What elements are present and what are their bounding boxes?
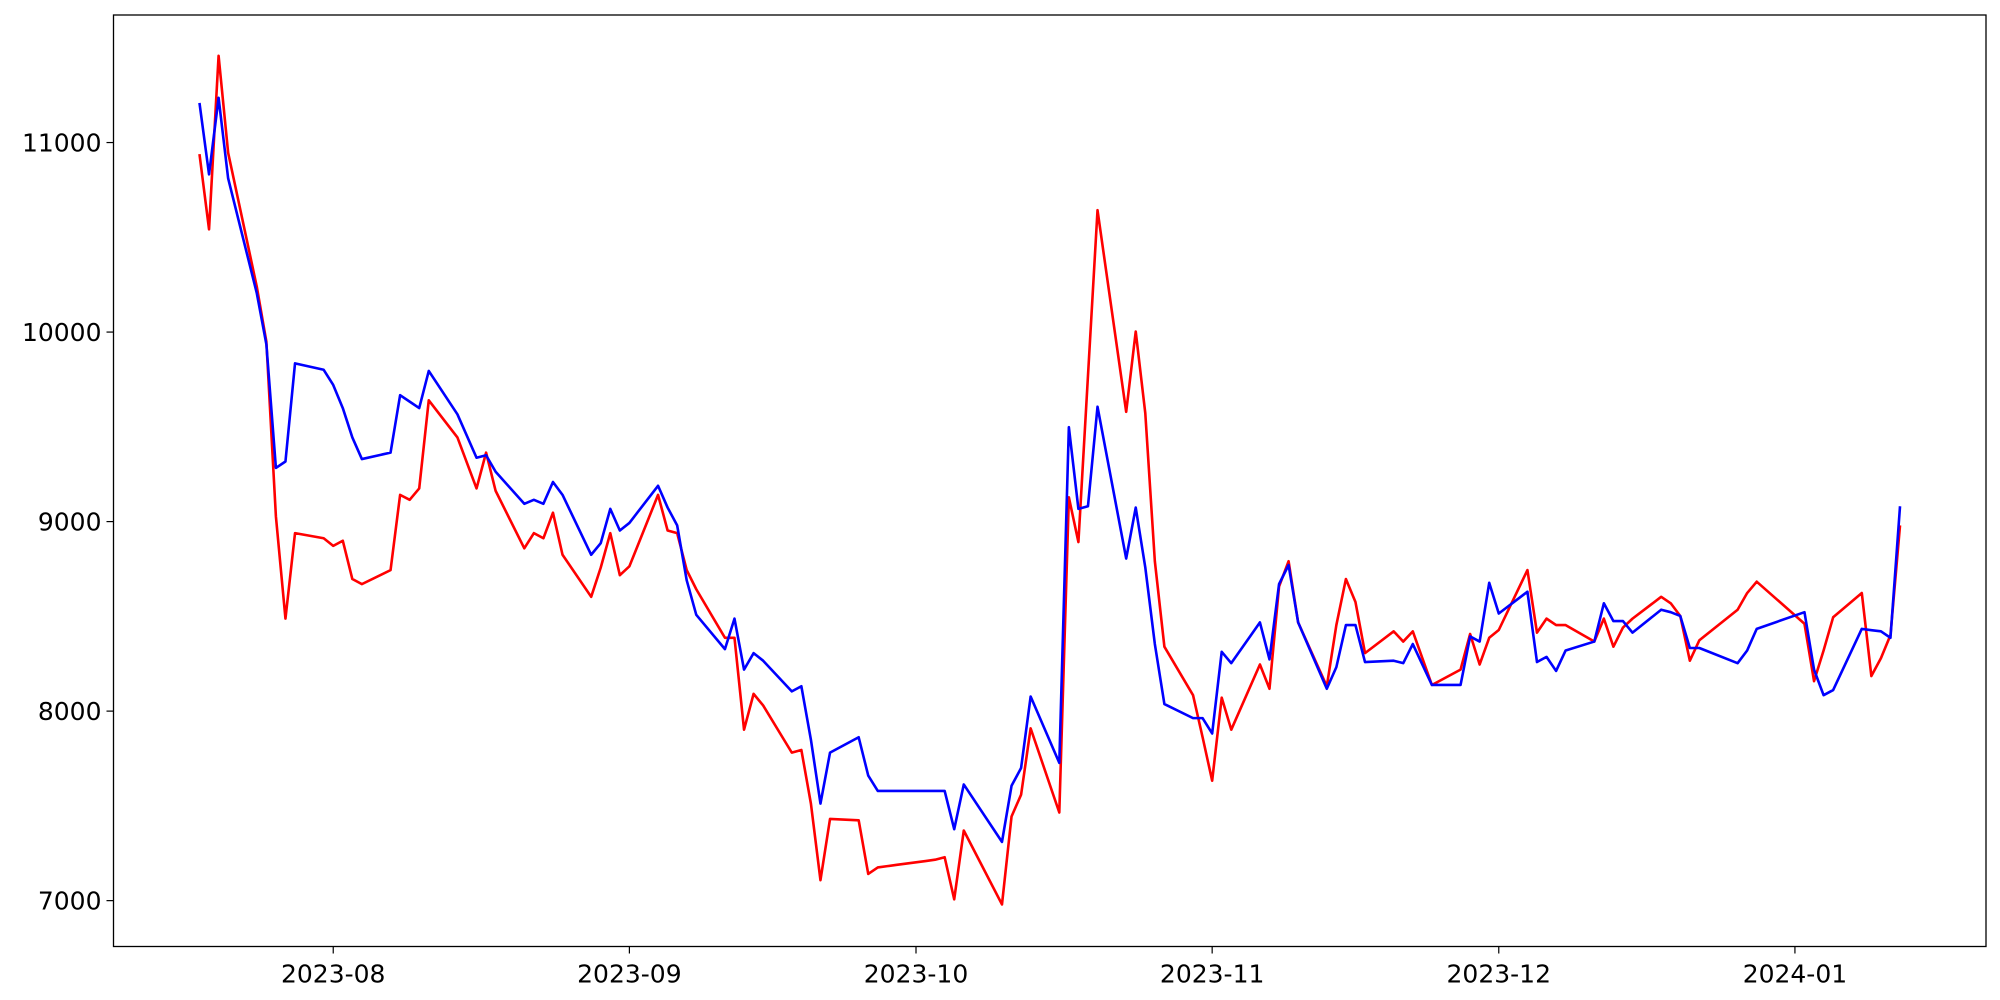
x-tick-label: 2024-01 xyxy=(1743,960,1847,989)
x-tick-label: 2023-10 xyxy=(864,960,968,989)
series-line xyxy=(198,96,1902,844)
y-tick-label: 11000 xyxy=(22,129,102,158)
y-tick-label: 8000 xyxy=(38,697,102,726)
y-tick-label: 10000 xyxy=(22,318,102,347)
x-tick-label: 2023-08 xyxy=(281,960,385,989)
x-tick-label: 2023-11 xyxy=(1160,960,1264,989)
y-tick-label: 9000 xyxy=(38,508,102,537)
y-tick-label: 7000 xyxy=(38,887,102,916)
series-line xyxy=(198,54,1902,906)
x-tick-label: 2023-12 xyxy=(1447,960,1551,989)
plot-frame xyxy=(112,14,1987,948)
x-tick-label: 2023-09 xyxy=(577,960,681,989)
